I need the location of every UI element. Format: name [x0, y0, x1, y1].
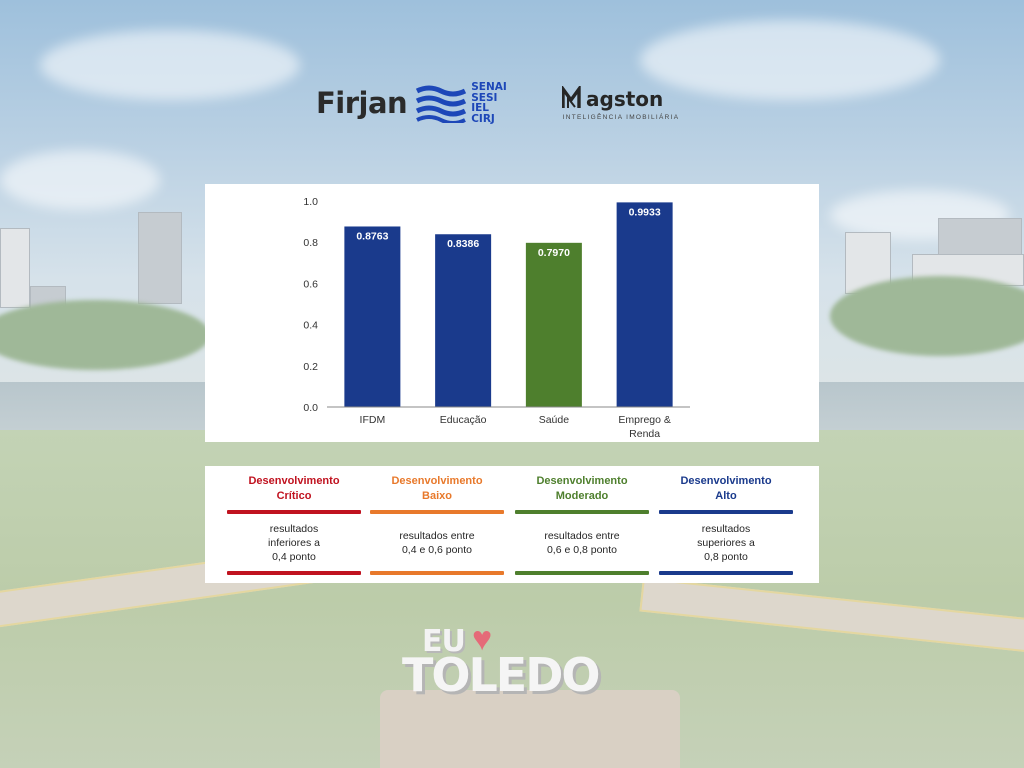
legend-color-bar [515, 510, 649, 514]
x-tick-label: Saúde [539, 414, 570, 426]
x-tick-label: Renda [629, 428, 660, 440]
magston-wordmark: agston [586, 87, 664, 111]
y-tick-label: 0.2 [303, 361, 318, 373]
firjan-entities: SENAI SESI IEL CIRJ [471, 82, 507, 124]
bar-data-label: 0.8386 [447, 238, 479, 250]
legend-color-bar [515, 571, 649, 575]
legend-title-line: Desenvolvimento [248, 475, 340, 487]
sign-city: TOLEDO [402, 648, 601, 702]
magston-tagline: INTELIGÊNCIA IMOBILIÁRIA [562, 114, 680, 121]
firjan-entity: SENAI [471, 81, 507, 93]
bar [435, 234, 492, 407]
bar-data-label: 0.9933 [629, 206, 661, 218]
firjan-entity: CIRJ [471, 112, 495, 125]
bar [525, 242, 582, 407]
legend-item-critico: Desenvolvimento Crítico resultados infer… [227, 466, 361, 583]
bar-data-label: 0.8763 [356, 230, 388, 242]
firjan-waves-icon [416, 85, 467, 123]
building [138, 212, 182, 304]
chart-panel: 0.0 0.2 0.4 0.6 0.8 1.0 0.8763 IFDM 0.8386 Educaç… [205, 184, 819, 442]
legend-title-line: Moderado [555, 490, 609, 502]
magston-logo: agston INTELIGÊNCIA IMOBILIÁRIA [562, 86, 682, 126]
y-tick-label: 0.8 [303, 237, 318, 249]
legend-title-line: Crítico [276, 490, 312, 502]
magston-m-mark-icon [562, 86, 581, 108]
legend-color-bar [659, 510, 793, 514]
building [938, 218, 1022, 258]
plaza [380, 690, 680, 768]
x-tick-label: Educação [440, 414, 487, 426]
legend-title-line: Alto [715, 490, 737, 502]
y-tick-label: 0.4 [303, 320, 318, 332]
legend-description: resultados entre 0,6 e 0,8 ponto [515, 518, 649, 568]
legend-title: Desenvolvimento Alto [659, 474, 793, 504]
legend-desc-line: resultados entre [399, 530, 475, 542]
y-tick-label: 1.0 [303, 196, 318, 208]
cloud [0, 150, 160, 210]
legend-desc-line: 0,8 ponto [704, 551, 748, 563]
legend-panel: Desenvolvimento Crítico resultados infer… [205, 466, 819, 583]
legend-title: Desenvolvimento Baixo [370, 474, 504, 504]
legend-item-alto: Desenvolvimento Alto resultados superior… [659, 466, 793, 583]
legend-desc-line: resultados entre [544, 530, 620, 542]
y-tick-label: 0.0 [303, 402, 318, 414]
legend-description: resultados entre 0,4 e 0,6 ponto [370, 518, 504, 568]
legend-title: Desenvolvimento Crítico [227, 474, 361, 504]
bar-chart: 0.0 0.2 0.4 0.6 0.8 1.0 0.8763 IFDM 0.8386 Educaç… [303, 196, 690, 440]
legend-desc-line: resultados [701, 523, 751, 535]
x-tick-label: Emprego & [618, 414, 671, 426]
firjan-wordmark: Firjan [316, 86, 408, 120]
legend-color-bar [370, 510, 504, 514]
legend-desc-line: resultados [269, 523, 319, 535]
firjan-entity: SESI [471, 91, 498, 104]
legend-desc-line: superiores a [697, 537, 755, 549]
legend-title: Desenvolvimento Moderado [515, 474, 649, 504]
legend-desc-line: 0,6 e 0,8 ponto [546, 544, 618, 556]
legend-color-bar [227, 571, 361, 575]
legend-description: resultados superiores a 0,8 ponto [659, 518, 793, 568]
cloud [640, 20, 940, 100]
legend-description: resultados inferiores a 0,4 ponto [227, 518, 361, 568]
legend-color-bar [227, 510, 361, 514]
legend-item-moderado: Desenvolvimento Moderado resultados entr… [515, 466, 649, 583]
firjan-entity: IEL [471, 102, 489, 114]
legend-title-line: Baixo [422, 490, 452, 502]
firjan-logo: Firjan SENAI SESI IEL CIRJ [316, 80, 507, 126]
legend-title-line: Desenvolvimento [536, 475, 628, 487]
bar-data-label: 0.7970 [538, 247, 570, 259]
y-tick-label: 0.6 [303, 278, 318, 290]
legend-color-bar [659, 571, 793, 575]
heart-icon: ♥ [472, 620, 493, 658]
legend-desc-line: 0,4 ponto [272, 551, 316, 563]
cloud [40, 30, 300, 100]
building [0, 228, 30, 308]
legend-item-baixo: Desenvolvimento Baixo resultados entre 0… [370, 466, 504, 583]
tree-line [830, 276, 1024, 356]
legend-desc-line: inferiores a [268, 537, 320, 549]
city-sign: EU ♥ TOLEDO [398, 618, 638, 702]
bar [344, 226, 401, 407]
legend-title-line: Desenvolvimento [680, 475, 772, 487]
legend-title-line: Desenvolvimento [391, 475, 483, 487]
legend-desc-line: 0,4 e 0,6 ponto [401, 544, 473, 556]
bar [616, 202, 673, 407]
x-tick-label: IFDM [360, 414, 386, 426]
legend-color-bar [370, 571, 504, 575]
tree-line [0, 300, 210, 370]
sign-prefix: EU [422, 624, 466, 659]
